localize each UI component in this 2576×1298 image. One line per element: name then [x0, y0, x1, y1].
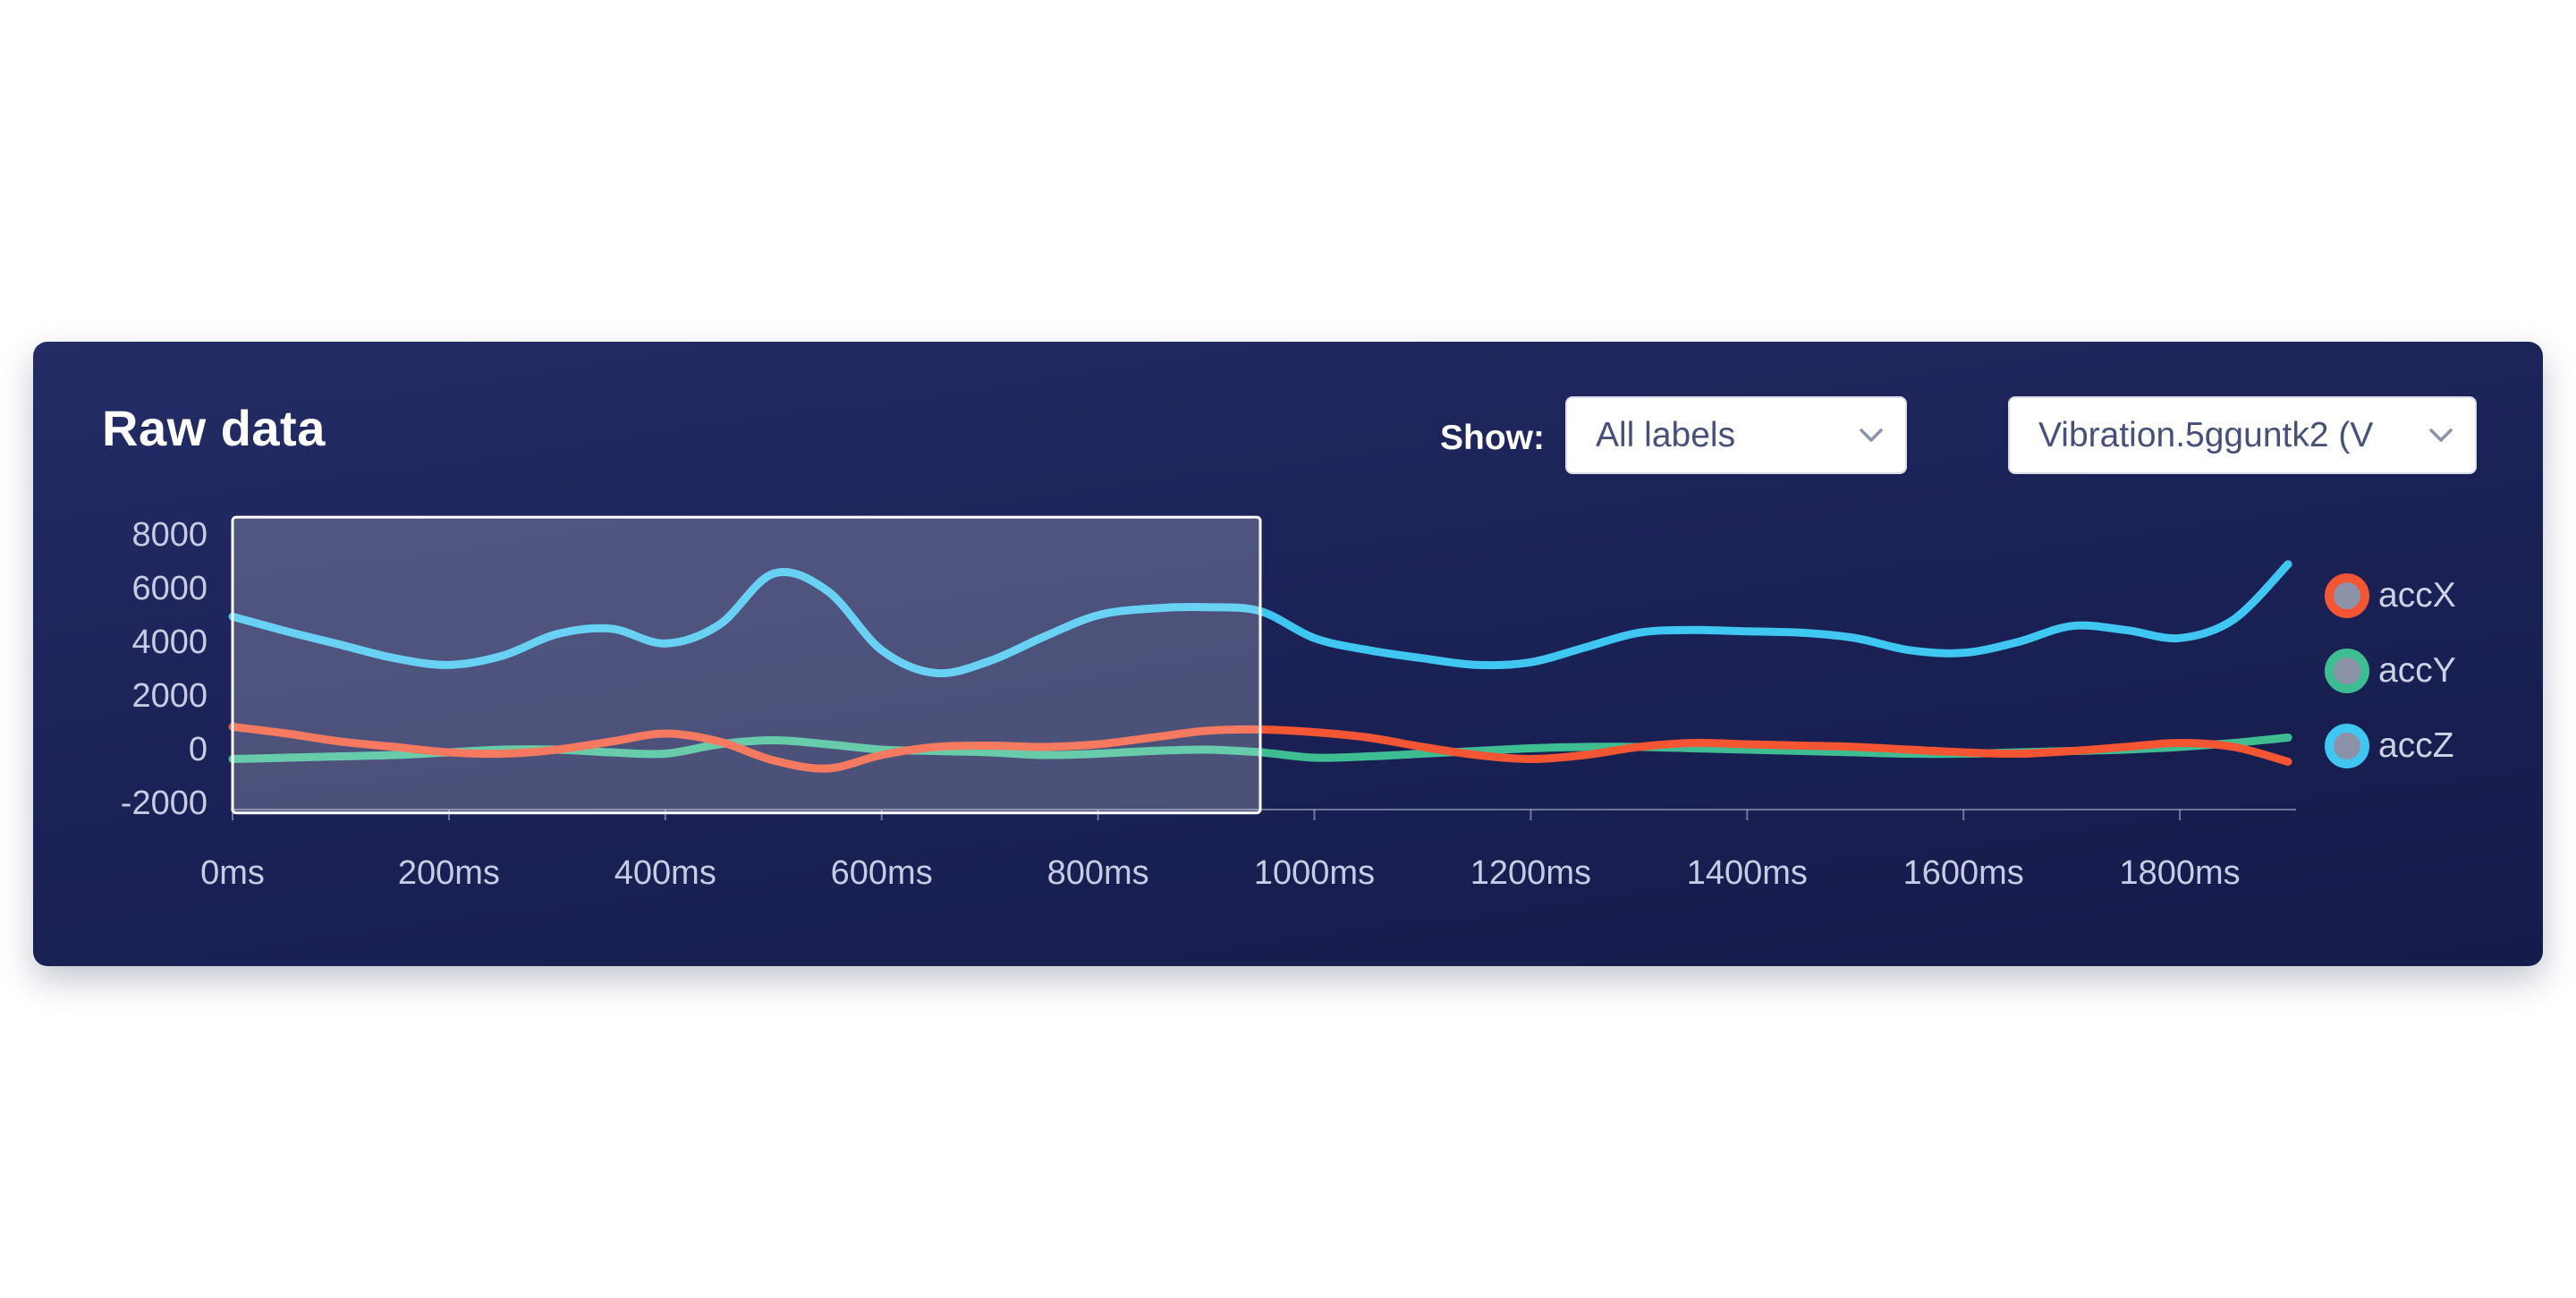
x-axis-tick-label: 0ms [200, 854, 265, 892]
y-axis-tick-label: 4000 [131, 623, 208, 661]
x-axis-tick-label: 1600ms [1902, 854, 2024, 892]
x-axis-tick-label: 1400ms [1686, 854, 1808, 892]
legend-item-accX[interactable]: accX [2325, 573, 2456, 619]
x-axis-tick-label: 1200ms [1470, 854, 1591, 892]
x-axis-tick-label: 800ms [1046, 854, 1149, 892]
legend-label-accX: accX [2378, 576, 2456, 615]
selection-overlay[interactable] [231, 515, 1262, 815]
y-axis-tick-label: 8000 [131, 515, 208, 554]
accZ-series-marker [2325, 724, 2369, 768]
x-axis-tick-label: 1000ms [1253, 854, 1376, 892]
y-axis-tick-label: 6000 [131, 569, 208, 607]
y-axis-tick-label: 2000 [131, 676, 208, 715]
legend-label-accY: accY [2378, 651, 2456, 690]
x-axis-tick-label: 1800ms [2119, 854, 2241, 892]
label-filter-value: All labels [1596, 415, 1736, 454]
x-axis-tick-label: 200ms [397, 854, 500, 892]
legend-label-accZ: accZ [2378, 726, 2454, 765]
label-filter-select[interactable]: All labels [1565, 396, 1907, 474]
raw-data-chart[interactable] [33, 342, 2543, 966]
show-label: Show: [1440, 419, 1545, 457]
x-axis-tick-label: 600ms [830, 854, 933, 892]
accX-series-marker [2325, 573, 2369, 618]
sample-select[interactable]: Vibration.5gguntk2 (V [2008, 396, 2477, 474]
y-axis-tick-label: 0 [188, 731, 208, 768]
legend-item-accZ[interactable]: accZ [2325, 723, 2454, 769]
chevron-down-icon [1859, 428, 1884, 444]
raw-data-panel: Raw data Show: All labels Vibration.5ggu… [33, 342, 2543, 966]
y-axis-tick-label: -2000 [120, 785, 208, 823]
x-axis-tick-label: 400ms [614, 854, 716, 892]
sample-select-value: Vibration.5gguntk2 (V [2038, 415, 2374, 454]
chevron-down-icon [2428, 428, 2453, 444]
legend-item-accY[interactable]: accY [2325, 648, 2456, 694]
series-accZ-line [228, 560, 2292, 678]
panel-title: Raw data [102, 400, 326, 456]
chart-legend: accX accY accZ [2325, 342, 2539, 966]
accY-series-marker [2325, 649, 2369, 693]
